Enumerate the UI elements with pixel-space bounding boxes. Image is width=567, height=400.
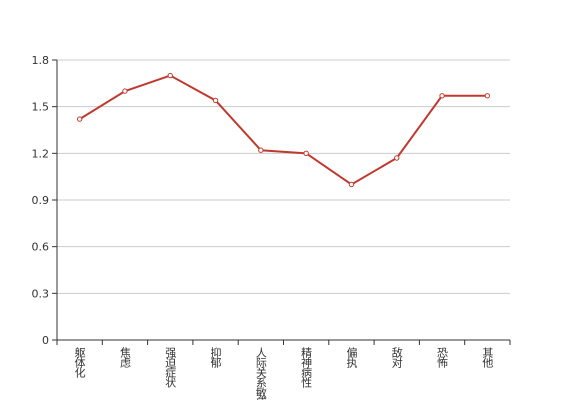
x-tick-label: 偏执 xyxy=(345,346,358,369)
y-tick-label: 1.8 xyxy=(32,54,50,67)
point xyxy=(167,72,173,79)
y-tick-label: 0.6 xyxy=(32,241,50,254)
point xyxy=(258,147,264,153)
point xyxy=(394,155,400,161)
y-tick-label: 0 xyxy=(42,334,49,347)
x-tick-label: 其他 xyxy=(481,347,494,368)
point xyxy=(303,150,309,157)
point xyxy=(484,93,491,99)
x-tick-label: 躯体化 xyxy=(73,347,86,379)
y-tick-label: 1.2 xyxy=(32,147,50,160)
point xyxy=(76,116,83,122)
y-tick-label: 0.3 xyxy=(32,287,50,300)
x-tick-label: 恐怖 xyxy=(436,347,449,368)
point xyxy=(122,88,128,94)
x-tick-label: 强迫症状 xyxy=(164,347,177,388)
y-tick-label: 1.5 xyxy=(32,101,50,114)
x-tick-label: 抑郁 xyxy=(209,346,222,368)
x-tick-label: 精神病性 xyxy=(300,347,313,389)
point xyxy=(212,97,219,104)
line xyxy=(79,74,488,186)
x-tick-label: 焦虑 xyxy=(118,347,131,368)
point xyxy=(439,93,445,99)
y-tick-label: 0.9 xyxy=(32,194,50,207)
x-tick-label: 人际关系敏感 xyxy=(254,347,267,400)
x-tick-label: 敌对 xyxy=(390,346,403,368)
point xyxy=(348,181,355,188)
